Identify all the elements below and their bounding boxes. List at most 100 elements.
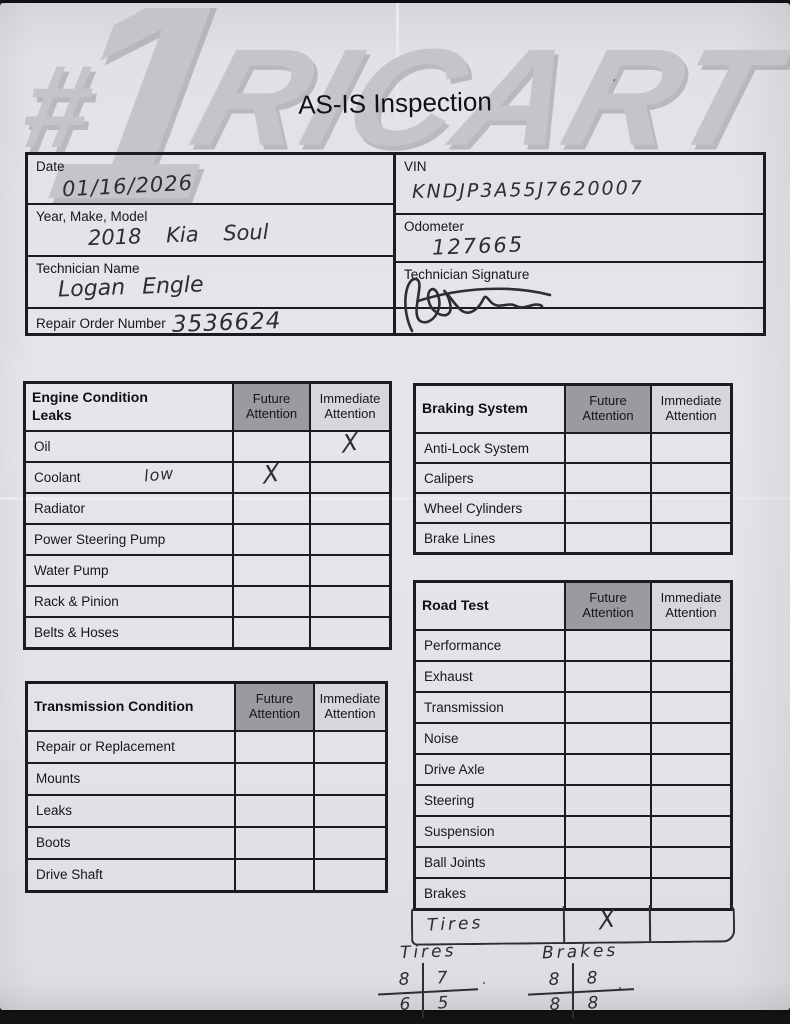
vehicle-info-table: Date 01/16/2026 Year, Make, Model 2018 K… bbox=[25, 152, 766, 338]
row-label-text: Exhaust bbox=[424, 669, 473, 684]
handwritten-x-mark: X bbox=[598, 903, 616, 936]
row-label-text: Boots bbox=[36, 835, 71, 850]
row-label: Radiator bbox=[26, 494, 232, 523]
future-attention-cell bbox=[564, 631, 650, 660]
transmission-table-title: Transmission Condition bbox=[34, 698, 194, 715]
row-label-text: Anti-Lock System bbox=[424, 441, 530, 456]
table-row: Suspension bbox=[416, 815, 730, 846]
row-label: Coolant low bbox=[26, 463, 232, 492]
row-label: Noise bbox=[416, 724, 564, 753]
technician-signature-scrawl bbox=[404, 277, 552, 333]
brake-front-right: 8 bbox=[586, 967, 598, 989]
future-attention-cell bbox=[234, 860, 313, 890]
immediate-attention-cell bbox=[648, 904, 734, 942]
row-label: Water Pump bbox=[26, 556, 232, 585]
future-attention-cell bbox=[564, 464, 650, 492]
odometer-cell: Odometer 127665 bbox=[396, 213, 763, 261]
immediate-attention-cell bbox=[309, 556, 389, 585]
row-label: Suspension bbox=[416, 817, 564, 846]
future-attention-header: Future Attention bbox=[564, 583, 650, 629]
row-label-text: Mounts bbox=[36, 771, 81, 786]
tire-depth-front-left: 8 bbox=[398, 969, 410, 990]
brake-rear-left: 8 bbox=[549, 994, 561, 1015]
future-attention-header: Future Attention bbox=[232, 384, 309, 430]
row-label: Ball Joints bbox=[416, 848, 564, 877]
vin-cell: VIN KNDJP3A55J7620007 bbox=[396, 155, 763, 213]
table-row: Steering bbox=[416, 784, 730, 815]
tire-depth-rear-right: 5 bbox=[437, 992, 449, 1014]
future-attention-cell bbox=[234, 828, 313, 858]
vin-label: VIN bbox=[404, 159, 427, 174]
row-label-text: Wheel Cylinders bbox=[424, 501, 523, 516]
row-label: Brake Lines bbox=[416, 524, 564, 552]
immediate-attention-cell bbox=[313, 796, 385, 826]
future-attention-cell bbox=[232, 556, 309, 585]
braking-system-table: Braking System Future Attention Immediat… bbox=[413, 383, 733, 555]
row-label: Wheel Cylinders bbox=[416, 494, 564, 522]
engine-table-title: Engine Condition Leaks bbox=[32, 389, 148, 423]
year-make-model-label: Year, Make, Model bbox=[36, 209, 148, 224]
date-label: Date bbox=[36, 159, 65, 174]
row-label-text: Noise bbox=[424, 731, 459, 746]
braking-table-header: Braking System Future Attention Immediat… bbox=[416, 386, 730, 432]
future-attention-cell bbox=[564, 879, 650, 908]
table-row: Brake Lines bbox=[416, 522, 730, 552]
road-test-table-header: Road Test Future Attention Immediate Att… bbox=[416, 583, 730, 629]
braking-table-title: Braking System bbox=[422, 400, 528, 417]
row-label-text: Leaks bbox=[36, 803, 73, 818]
immediate-attention-cell bbox=[650, 817, 730, 846]
immediate-attention-cell bbox=[650, 755, 730, 784]
road-test-table: Road Test Future Attention Immediate Att… bbox=[413, 580, 733, 911]
immediate-attention-cell bbox=[650, 494, 730, 522]
table-row: Transmission bbox=[416, 691, 730, 722]
table-row: Power Steering Pump bbox=[26, 523, 389, 554]
row-label-text: Calipers bbox=[424, 471, 474, 486]
row-label-text: Brake Lines bbox=[424, 531, 496, 546]
info-left-column: Date 01/16/2026 Year, Make, Model 2018 K… bbox=[28, 155, 393, 338]
date-handwritten-value: 01/16/2026 bbox=[61, 170, 194, 202]
future-attention-header: Future Attention bbox=[564, 386, 650, 432]
immediate-attention-cell bbox=[650, 786, 730, 815]
row-label: Oil bbox=[26, 432, 232, 461]
table-row: Coolant low X bbox=[26, 458, 389, 492]
date-cell: Date 01/16/2026 bbox=[28, 155, 393, 203]
engine-condition-table: Engine Condition Leaks Future Attention … bbox=[23, 381, 392, 650]
row-label-text: Power Steering Pump bbox=[34, 532, 166, 547]
table-row: Radiator bbox=[26, 492, 389, 523]
row-label: Power Steering Pump bbox=[26, 525, 232, 554]
table-row: Drive Shaft bbox=[28, 858, 385, 890]
immediate-attention-cell bbox=[309, 463, 389, 492]
future-attention-cell bbox=[564, 755, 650, 784]
future-attention-header: Future Attention bbox=[234, 684, 313, 730]
table-row: Ball Joints bbox=[416, 846, 730, 877]
immediate-attention-cell bbox=[650, 848, 730, 877]
immediate-attention-cell bbox=[309, 525, 389, 554]
empty-cell bbox=[396, 307, 763, 336]
immediate-attention-cell bbox=[650, 434, 730, 462]
brake-pad-note: Brakes 8 8 8 8 bbox=[536, 941, 619, 1016]
row-label: Brakes bbox=[416, 879, 564, 908]
future-attention-cell: X bbox=[562, 903, 650, 943]
technician-name-label: Technician Name bbox=[36, 261, 140, 276]
handwritten-x-mark: X bbox=[262, 457, 280, 490]
future-attention-cell: X bbox=[232, 458, 309, 492]
year-make-model-handwritten-value: 2018 Kia Soul bbox=[87, 219, 269, 251]
vin-handwritten-value: KNDJP3A55J7620007 bbox=[411, 176, 645, 204]
row-label: Belts & Hoses bbox=[26, 618, 232, 647]
future-attention-cell bbox=[564, 662, 650, 691]
row-label-text: Radiator bbox=[34, 501, 86, 516]
table-row: Calipers bbox=[416, 462, 730, 492]
future-attention-cell bbox=[564, 817, 650, 846]
immediate-attention-cell bbox=[313, 860, 385, 890]
future-attention-cell bbox=[232, 525, 309, 554]
row-label: Repair or Replacement bbox=[28, 732, 234, 762]
row-label: Performance bbox=[416, 631, 564, 660]
row-label-text: Water Pump bbox=[34, 563, 109, 578]
handwritten-x-mark: X bbox=[341, 426, 359, 459]
row-label: Mounts bbox=[28, 764, 234, 794]
transmission-condition-table: Transmission Condition Future Attention … bbox=[25, 681, 388, 893]
future-attention-cell bbox=[564, 848, 650, 877]
future-attention-cell bbox=[564, 786, 650, 815]
immediate-attention-cell bbox=[313, 764, 385, 794]
